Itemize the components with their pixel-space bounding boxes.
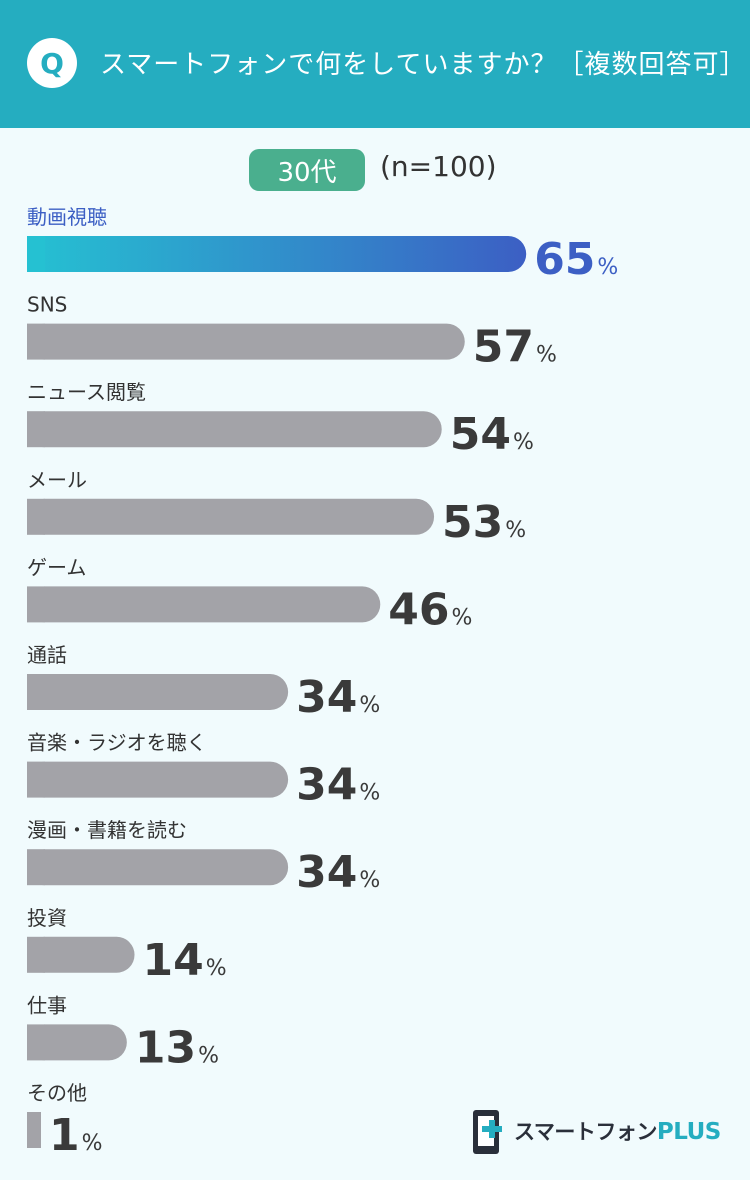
bar	[27, 586, 381, 623]
bar	[27, 323, 465, 360]
age-group-badge: 30代	[249, 149, 365, 191]
category-label: その他	[27, 1081, 87, 1105]
value-number: 54	[450, 409, 511, 460]
value-label: 53%	[442, 497, 526, 548]
bar	[27, 849, 289, 886]
value-label: 65%	[534, 234, 618, 285]
value-label: 34%	[296, 672, 380, 723]
bar	[27, 674, 289, 710]
category-label: 投資	[27, 906, 67, 930]
value-number: 14	[143, 935, 204, 986]
brand-name-main: スマートフォン	[514, 1120, 657, 1144]
bar-left-cap	[27, 586, 45, 623]
bar-left-cap	[27, 323, 45, 360]
value-unit: %	[206, 956, 227, 981]
category-label: 漫画・書籍を読む	[27, 818, 187, 842]
bar	[27, 761, 289, 798]
value-unit: %	[536, 343, 557, 368]
bar-left-cap	[27, 498, 45, 535]
value-label: 54%	[450, 409, 534, 460]
value-number: 57	[473, 322, 534, 373]
question-badge: Q	[27, 38, 77, 88]
value-number: 65	[534, 234, 595, 285]
category-label: 通話	[27, 643, 67, 667]
brand-name: スマートフォンPLUS	[514, 1116, 721, 1146]
category-label: 仕事	[27, 993, 67, 1017]
bar-left-cap	[27, 236, 45, 272]
bar	[27, 411, 442, 448]
category-label: ニュース閲覧	[27, 380, 146, 404]
category-label: メール	[27, 468, 87, 492]
category-label: 動画視聴	[27, 205, 107, 229]
value-number: 53	[442, 497, 503, 548]
value-unit: %	[505, 518, 526, 543]
value-label: 57%	[473, 322, 557, 373]
bar	[27, 1024, 127, 1061]
value-label: 13%	[135, 1022, 219, 1073]
category-label: 音楽・ラジオを聴く	[27, 731, 207, 755]
bar	[27, 236, 527, 272]
value-label: 14%	[143, 935, 227, 986]
category-label: ゲーム	[27, 555, 86, 579]
question-text: スマートフォンで何をしていますか？［複数回答可］	[100, 50, 747, 80]
bar	[27, 498, 435, 535]
brand-name-accent: PLUS	[656, 1119, 721, 1145]
value-unit: %	[452, 605, 473, 630]
bar-left-cap	[27, 849, 45, 886]
value-label: 34%	[296, 760, 380, 811]
value-label: 1%	[49, 1110, 103, 1161]
value-label: 46%	[388, 584, 472, 635]
bar-left-cap	[27, 761, 45, 798]
bar-left-cap	[27, 1112, 41, 1148]
bar-left-cap	[27, 674, 45, 710]
value-number: 34	[296, 672, 357, 723]
value-unit: %	[82, 1131, 103, 1156]
bar-left-cap	[27, 1024, 45, 1061]
value-unit: %	[359, 693, 380, 718]
value-unit: %	[198, 1043, 219, 1068]
bar-left-cap	[27, 411, 45, 448]
value-number: 34	[296, 847, 357, 898]
value-unit: %	[513, 430, 534, 455]
value-label: 34%	[296, 847, 380, 898]
value-unit: %	[359, 781, 380, 806]
sample-size-label: (n=100)	[380, 150, 497, 183]
bar	[27, 936, 135, 973]
category-label: SNS	[27, 293, 67, 317]
value-number: 34	[296, 760, 357, 811]
value-number: 46	[388, 584, 449, 635]
value-number: 13	[135, 1022, 196, 1073]
brand-logo-icon	[473, 1110, 502, 1154]
value-number: 1	[49, 1110, 80, 1161]
question-header: Q スマートフォンで何をしていますか？［複数回答可］	[0, 0, 750, 128]
value-unit: %	[359, 868, 380, 893]
bar-left-cap	[27, 936, 45, 973]
value-unit: %	[597, 255, 618, 280]
